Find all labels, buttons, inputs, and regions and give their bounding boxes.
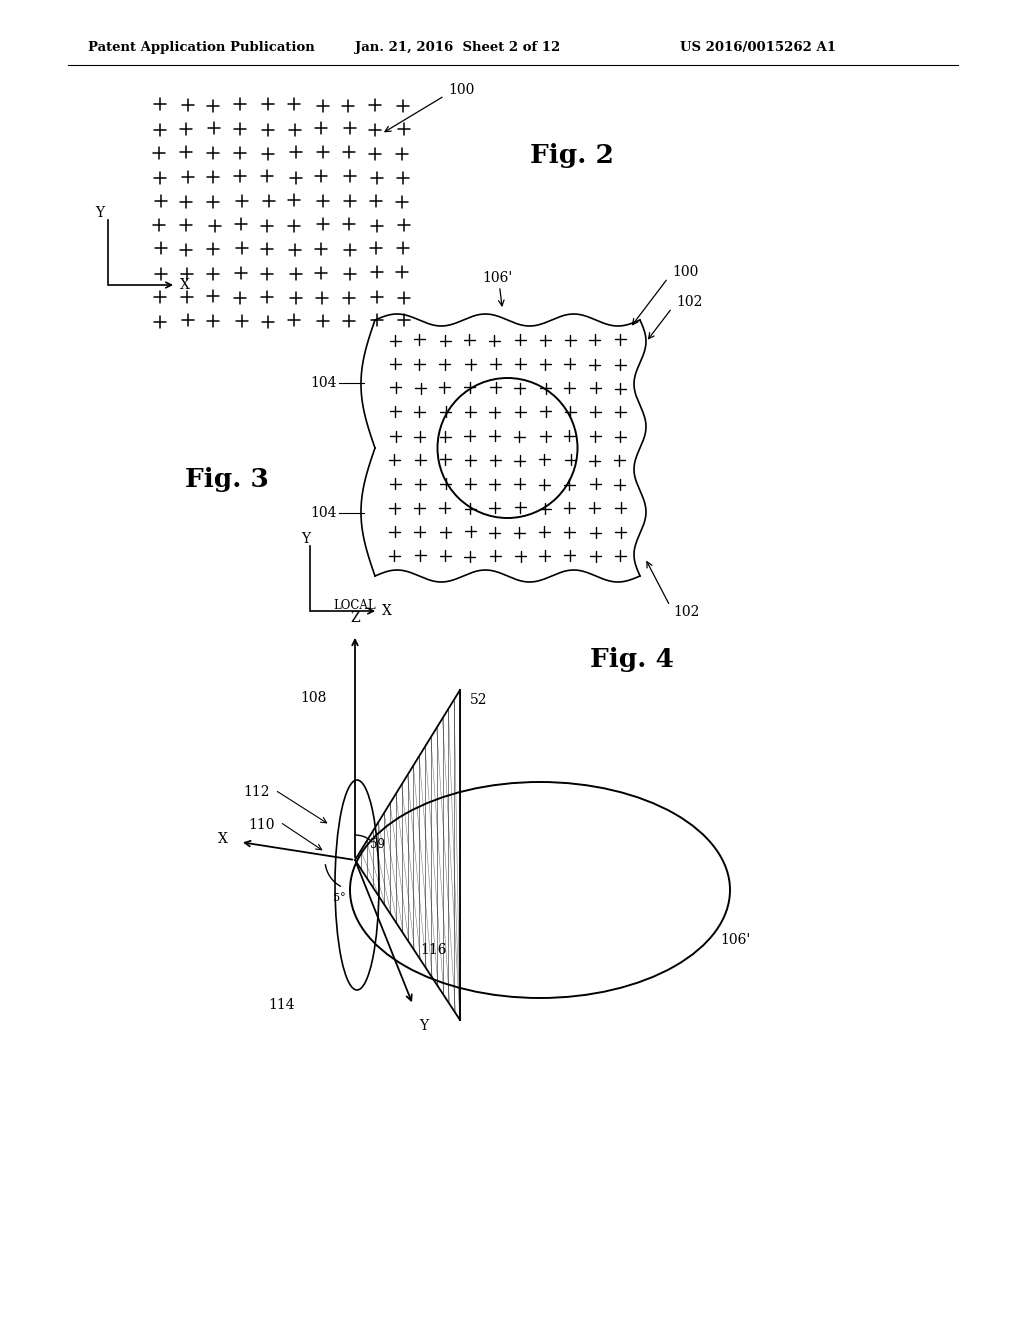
Text: 104: 104: [310, 506, 337, 520]
Text: 102: 102: [673, 605, 699, 619]
Text: 100: 100: [449, 83, 475, 96]
Text: 116: 116: [420, 942, 446, 957]
Text: Z: Z: [350, 611, 359, 624]
Text: US 2016/0015262 A1: US 2016/0015262 A1: [680, 41, 836, 54]
Text: Fig. 4: Fig. 4: [590, 648, 674, 672]
Text: LOCAL: LOCAL: [334, 599, 376, 612]
Text: Patent Application Publication: Patent Application Publication: [88, 41, 314, 54]
Text: Y: Y: [95, 206, 104, 220]
Text: 52: 52: [470, 693, 487, 708]
Text: 108: 108: [301, 690, 327, 705]
Text: Jan. 21, 2016  Sheet 2 of 12: Jan. 21, 2016 Sheet 2 of 12: [355, 41, 560, 54]
Text: Fig. 2: Fig. 2: [530, 143, 613, 168]
Text: 106': 106': [720, 933, 751, 946]
Text: 5°: 5°: [333, 894, 346, 903]
Text: 104: 104: [310, 376, 337, 389]
Text: 106': 106': [482, 271, 513, 285]
Text: 112: 112: [244, 785, 270, 799]
Text: 59: 59: [370, 838, 385, 851]
Text: X: X: [180, 279, 189, 292]
Text: X: X: [382, 605, 392, 618]
Text: 102: 102: [676, 294, 702, 309]
Text: 114: 114: [268, 998, 295, 1012]
Text: Y: Y: [301, 532, 310, 546]
Text: Y: Y: [419, 1019, 428, 1034]
Text: X: X: [218, 832, 228, 846]
Text: 110: 110: [249, 818, 275, 832]
Text: Fig. 3: Fig. 3: [185, 467, 269, 492]
Text: 100: 100: [672, 265, 698, 279]
